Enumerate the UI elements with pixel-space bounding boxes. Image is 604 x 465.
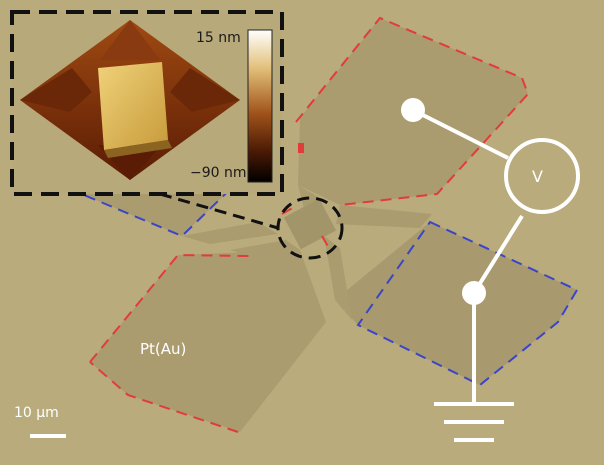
pad-right-outline xyxy=(356,220,579,387)
inset-border xyxy=(10,10,284,196)
pad-left-outline xyxy=(49,159,251,238)
colorbar-max-label: 15 nm xyxy=(196,30,241,46)
voltmeter-icon xyxy=(504,138,580,214)
lead-left xyxy=(182,222,278,244)
afm-notch-top xyxy=(100,20,160,60)
material-label: Pt(Au) xyxy=(140,340,187,358)
colorbar xyxy=(247,29,273,183)
wire-bottom xyxy=(472,214,524,295)
circuit-wires xyxy=(412,108,580,402)
pad-top-right-outline xyxy=(295,16,530,206)
afm-notch-left xyxy=(20,68,92,112)
ground-icon xyxy=(434,402,514,442)
zoom-connector-lower xyxy=(159,192,279,230)
pad-bottom-left-outline xyxy=(89,253,251,433)
afm-gold-side xyxy=(104,140,172,158)
lead-right xyxy=(336,205,432,228)
scale-bar-label: 10 μm xyxy=(14,405,59,421)
scale-bar xyxy=(30,434,66,438)
wire-top xyxy=(412,108,509,160)
afm-inset xyxy=(10,10,284,196)
voltmeter-label: V xyxy=(532,167,543,186)
afm-gold-block xyxy=(98,62,168,150)
pad-bottom-left xyxy=(90,250,326,432)
blue-dashed-outlines xyxy=(49,159,579,387)
probe-contact-top xyxy=(401,98,425,122)
junction-red-outline xyxy=(281,205,331,251)
lead-right-lower xyxy=(324,236,352,320)
red-marker xyxy=(298,143,304,153)
probe-contact-bottom xyxy=(462,281,486,305)
red-dashed-outlines xyxy=(89,16,530,433)
afm-notch-right xyxy=(170,68,240,112)
colorbar-min-label: −90 nm xyxy=(190,165,247,181)
